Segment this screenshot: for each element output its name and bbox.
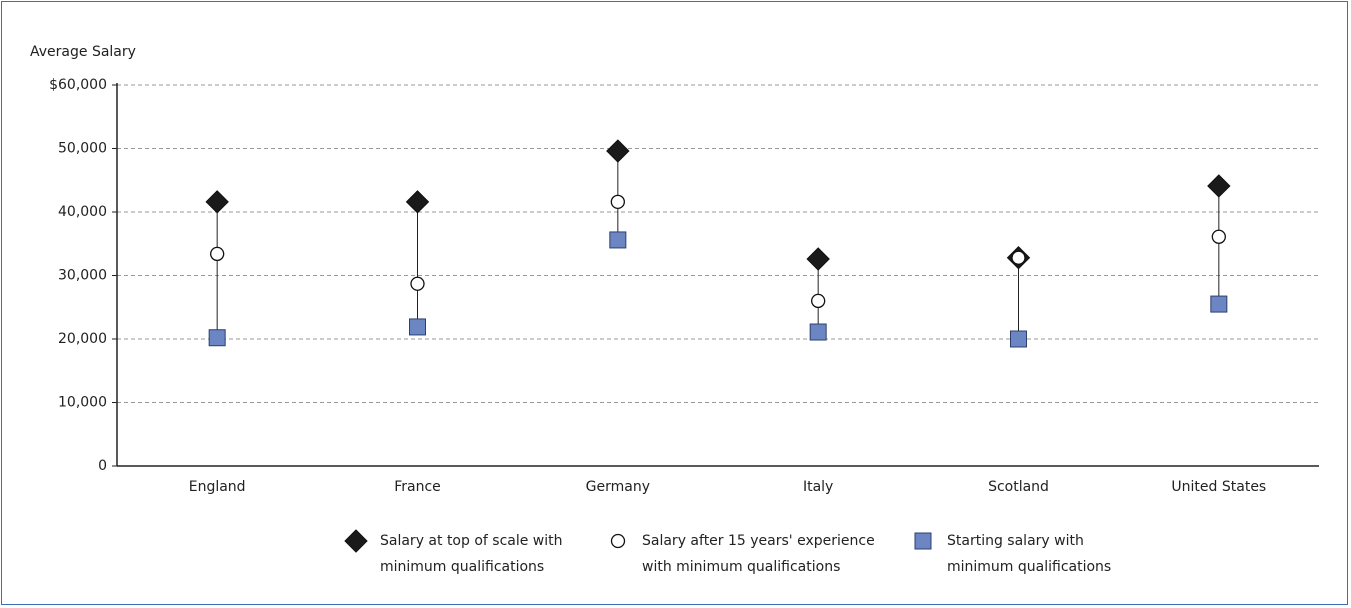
circle-marker: [610, 194, 625, 209]
square-marker: [1010, 330, 1027, 348]
square-marker: [609, 231, 627, 249]
square-marker: [208, 329, 226, 347]
y-tick-label: 20,000: [58, 331, 107, 347]
y-tick-label: $60,000: [49, 77, 107, 93]
legend-marker: [914, 532, 932, 550]
square-marker: [409, 318, 426, 336]
legend-marker: [344, 529, 368, 553]
legend-label: Salary after 15 years' experience with m…: [642, 533, 875, 575]
legend-swatch: [610, 533, 626, 549]
x-tick-label: Italy: [803, 479, 833, 495]
y-tick-label: 10,000: [58, 395, 107, 411]
square-marker: [1210, 295, 1228, 313]
x-tick-label: Germany: [586, 479, 650, 495]
diamond-marker: [1207, 174, 1231, 198]
circle-marker: [210, 246, 225, 262]
y-tick-label: 50,000: [58, 141, 107, 157]
legend-label: Starting salary with minimum qualificati…: [947, 533, 1112, 575]
diamond-marker: [405, 190, 430, 214]
y-axis-label: Average Salary: [30, 44, 136, 60]
legend-swatch: [914, 532, 932, 550]
y-tick-label: 0: [98, 458, 107, 474]
y-tick-label: 30,000: [58, 268, 107, 284]
circle-marker: [1011, 250, 1026, 265]
x-tick-label: France: [394, 479, 441, 495]
diamond-marker: [806, 247, 830, 271]
square-marker: [809, 323, 827, 341]
circle-marker: [1211, 229, 1226, 244]
legend-marker: [610, 533, 626, 549]
circle-marker: [410, 276, 425, 291]
legend-label: Salary at top of scale with minimum qual…: [380, 533, 563, 575]
circle-marker: [811, 293, 826, 309]
x-tick-label: Scotland: [988, 479, 1049, 495]
y-tick-label: 40,000: [58, 204, 107, 220]
diamond-marker: [606, 139, 630, 163]
diamond-marker: [205, 190, 229, 214]
x-tick-label: England: [189, 479, 246, 495]
x-tick-label: United States: [1171, 479, 1266, 495]
legend-swatch: [344, 529, 368, 553]
